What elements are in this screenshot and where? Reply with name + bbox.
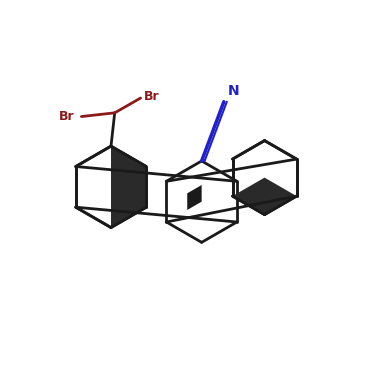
Polygon shape: [187, 185, 202, 210]
Text: N: N: [228, 84, 239, 98]
Polygon shape: [232, 178, 297, 215]
Text: Br: Br: [58, 110, 74, 123]
Text: Br: Br: [144, 90, 160, 103]
Polygon shape: [111, 146, 146, 228]
